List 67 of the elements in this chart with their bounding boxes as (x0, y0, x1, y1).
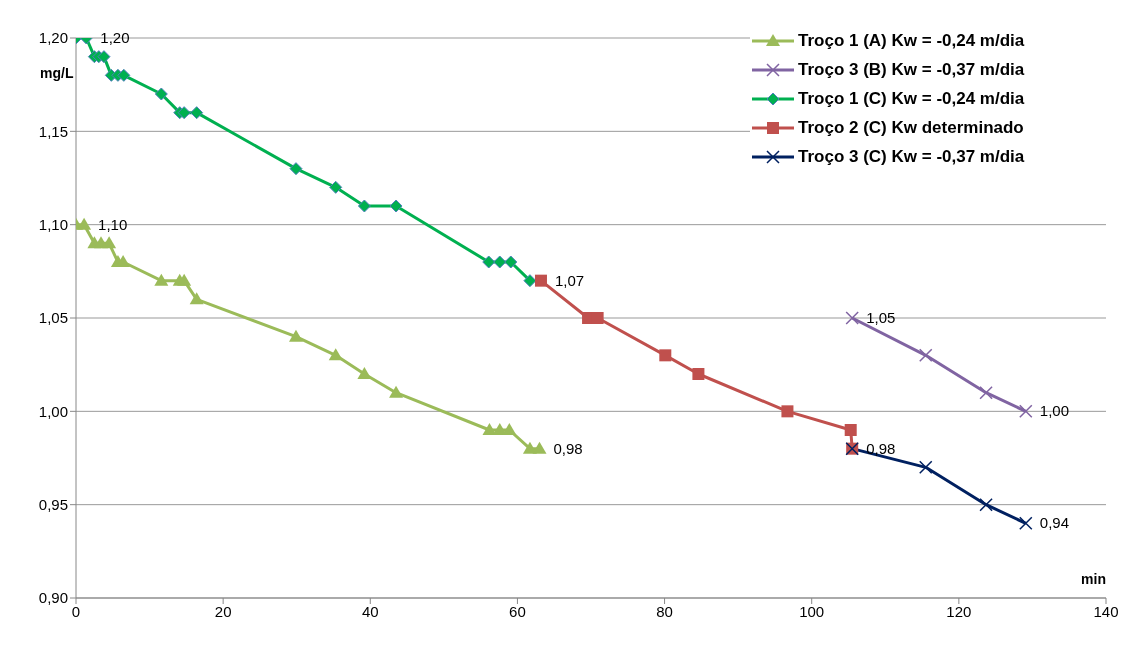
y-tick-label: 0,90 (38, 589, 68, 607)
point (692, 368, 705, 380)
point (189, 292, 204, 305)
point (493, 255, 507, 269)
point (77, 217, 92, 230)
legend-label: Troço 2 (C) Kw determinado (798, 117, 1024, 138)
point (177, 106, 191, 120)
point (97, 50, 111, 64)
data-label: 1,07 (554, 271, 585, 289)
x-tick-label: 120 (946, 602, 972, 620)
point (357, 199, 371, 213)
point (659, 349, 672, 362)
x-tick-label: 60 (509, 602, 526, 620)
point (482, 423, 497, 435)
point (329, 180, 343, 194)
data-label: 1,00 (1039, 402, 1070, 420)
legend-label: Troço 1 (A) Kw = -0,24 m/dia (798, 30, 1025, 51)
y-tick-label: 1,15 (38, 122, 68, 140)
point (532, 441, 547, 454)
x-tick-label: 100 (799, 602, 825, 620)
point (534, 274, 547, 287)
point (1019, 404, 1033, 419)
point (389, 199, 403, 213)
point (389, 385, 404, 398)
point (289, 162, 303, 176)
data-label: 0,98 (553, 439, 583, 457)
legend-label: Troço 1 (C) Kw = -0,24 m/dia (798, 88, 1025, 109)
point (502, 423, 517, 435)
x-tick-label: 40 (361, 602, 379, 620)
point (919, 460, 933, 475)
point (845, 311, 859, 325)
point (154, 273, 169, 286)
x-tick-label: 0 (71, 602, 81, 620)
data-label: 0,94 (1039, 514, 1070, 532)
point (979, 385, 993, 400)
legend-label: Troço 3 (B) Kw = -0,37 m/dia (798, 59, 1025, 80)
point (117, 68, 131, 82)
y-tick-label: 1,00 (38, 402, 68, 420)
point (102, 236, 117, 249)
y-tick-label: 0,95 (38, 495, 68, 513)
data-label: 0,98 (866, 439, 896, 457)
x-tick-label: 20 (214, 602, 232, 620)
point (1019, 516, 1033, 531)
legend-label: Troço 3 (C) Kw = -0,37 m/dia (798, 146, 1025, 167)
point (357, 367, 372, 379)
x-tick-label: 80 (656, 602, 673, 620)
point (288, 329, 303, 342)
x-axis-title: min (1081, 570, 1106, 587)
y-tick-label: 1,10 (38, 215, 68, 233)
point (328, 348, 343, 361)
y-axis-title: mg/L (40, 64, 74, 81)
point (844, 424, 857, 436)
point (919, 348, 933, 363)
point (177, 273, 192, 286)
y-tick-label: 1,05 (38, 309, 68, 327)
data-label: 1,20 (100, 29, 130, 46)
data-label: 1,05 (866, 309, 896, 326)
point (781, 405, 794, 418)
point (979, 497, 993, 512)
point (482, 255, 496, 269)
data-label: 1,10 (98, 215, 128, 233)
point (190, 106, 204, 120)
y-tick-label: 1,20 (38, 29, 68, 47)
x-tick-label: 140 (1093, 602, 1119, 620)
point (154, 87, 168, 101)
point (523, 274, 537, 288)
point (504, 255, 518, 269)
